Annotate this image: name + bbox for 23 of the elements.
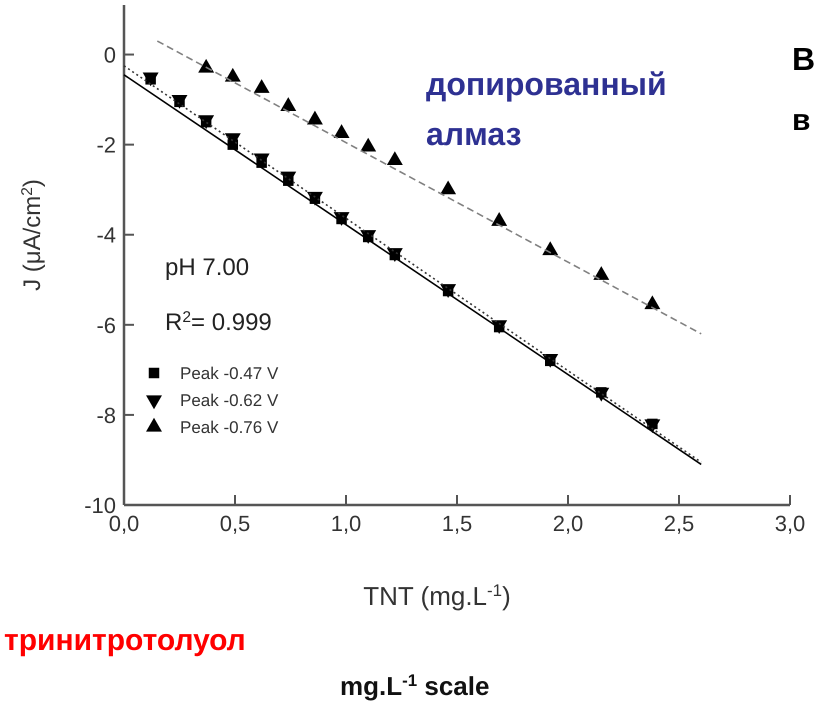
legend-label: Peak -0.47 V bbox=[180, 364, 279, 383]
text: тринитротолуол bbox=[4, 624, 246, 657]
y-tick-label: -6 bbox=[96, 312, 116, 338]
legend-label: Peak -0.76 V bbox=[180, 418, 279, 437]
text: в bbox=[792, 104, 810, 137]
x-tick-label: 2,5 bbox=[664, 511, 694, 536]
legend-label: Peak -0.62 V bbox=[180, 391, 279, 410]
x-tick-label: 3,0 bbox=[774, 511, 806, 536]
annotation: R$^{2}$= 0.999 bbox=[165, 308, 272, 336]
x-tick-label: 0,5 bbox=[220, 511, 250, 536]
x-tick-label: 1,0 bbox=[330, 511, 362, 536]
annotation: алмаз bbox=[426, 116, 522, 152]
y-tick-label: -4 bbox=[96, 222, 116, 248]
annotation: допированный bbox=[426, 66, 667, 102]
x-tick-label: 1,5 bbox=[442, 511, 472, 536]
x-tick-label: 2,0 bbox=[552, 511, 584, 536]
y-tick-label: -2 bbox=[96, 132, 116, 158]
text: mg.L$^{-1}$ scale bbox=[340, 670, 490, 701]
annotation: pH 7.00 bbox=[165, 254, 250, 281]
y-tick-label: 0 bbox=[104, 42, 116, 68]
text: B bbox=[792, 41, 816, 77]
y-tick-label: -8 bbox=[96, 402, 116, 428]
x-axis-title: TNT (mg.L$^{-1}$) bbox=[363, 580, 511, 611]
